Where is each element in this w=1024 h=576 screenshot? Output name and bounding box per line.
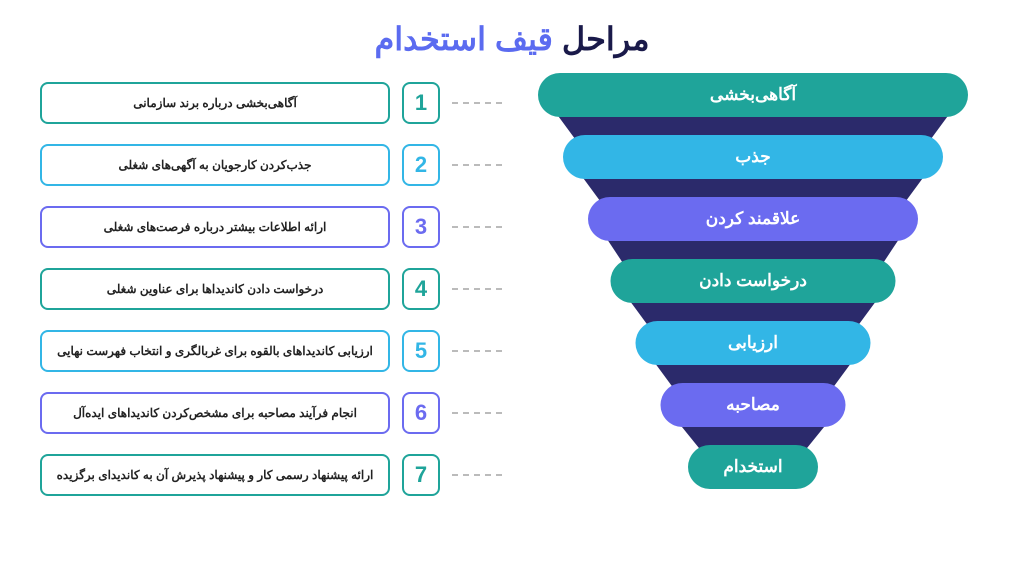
step-description: آگاهی‌بخشی درباره برند سازمانی (40, 82, 390, 124)
dash-connector (452, 412, 502, 414)
step-number: 1 (402, 82, 440, 124)
funnel-stage: درخواست دادن (611, 259, 896, 303)
description-row: 4 درخواست دادن کاندیداها برای عناوین شغل… (40, 264, 502, 314)
step-description: درخواست دادن کاندیداها برای عناوین شغلی (40, 268, 390, 310)
title-part-2: قیف استخدام (374, 21, 552, 57)
step-number: 6 (402, 392, 440, 434)
page-title: مراحل قیف استخدام (0, 0, 1024, 73)
dash-connector (452, 226, 502, 228)
step-description: ارائه پیشنهاد رسمی کار و پیشنهاد پذیرش آ… (40, 454, 390, 496)
funnel-stage: علاقمند کردن (588, 197, 918, 241)
dash-connector (452, 288, 502, 290)
step-description: ارزیابی کاندیداهای بالقوه برای غربالگری … (40, 330, 390, 372)
dash-connector (452, 102, 502, 104)
description-row: 3 ارائه اطلاعات بیشتر درباره فرصت‌های شغ… (40, 202, 502, 252)
step-number: 2 (402, 144, 440, 186)
description-row: 1 آگاهی‌بخشی درباره برند سازمانی (40, 78, 502, 128)
dash-connector (452, 474, 502, 476)
main-container: آگاهی‌بخشی جذب علاقمند کردن درخواست دادن ارز… (0, 73, 1024, 553)
description-row: 7 ارائه پیشنهاد رسمی کار و پیشنهاد پذیرش… (40, 450, 502, 500)
dash-connector (452, 164, 502, 166)
description-row: 5 ارزیابی کاندیداهای بالقوه برای غربالگر… (40, 326, 502, 376)
funnel-stage: ارزیابی (636, 321, 871, 365)
funnel-stage: استخدام (688, 445, 818, 489)
description-row: 2 جذب‌کردن کارجویان به آگهی‌های شغلی (40, 140, 502, 190)
funnel-stage: جذب (563, 135, 943, 179)
step-number: 4 (402, 268, 440, 310)
description-row: 6 انجام فرآیند مصاحبه برای مشخص‌کردن کان… (40, 388, 502, 438)
funnel-stage: مصاحبه (661, 383, 846, 427)
title-part-1: مراحل (562, 21, 650, 57)
step-number: 7 (402, 454, 440, 496)
step-description: انجام فرآیند مصاحبه برای مشخص‌کردن کاندی… (40, 392, 390, 434)
step-description: جذب‌کردن کارجویان به آگهی‌های شغلی (40, 144, 390, 186)
funnel-stage: آگاهی‌بخشی (538, 73, 968, 117)
description-column: 1 آگاهی‌بخشی درباره برند سازمانی 2 جذب‌ک… (40, 73, 502, 553)
step-number: 3 (402, 206, 440, 248)
step-description: ارائه اطلاعات بیشتر درباره فرصت‌های شغلی (40, 206, 390, 248)
dash-connector (452, 350, 502, 352)
step-number: 5 (402, 330, 440, 372)
funnel-column: آگاهی‌بخشی جذب علاقمند کردن درخواست دادن ارز… (522, 73, 984, 553)
